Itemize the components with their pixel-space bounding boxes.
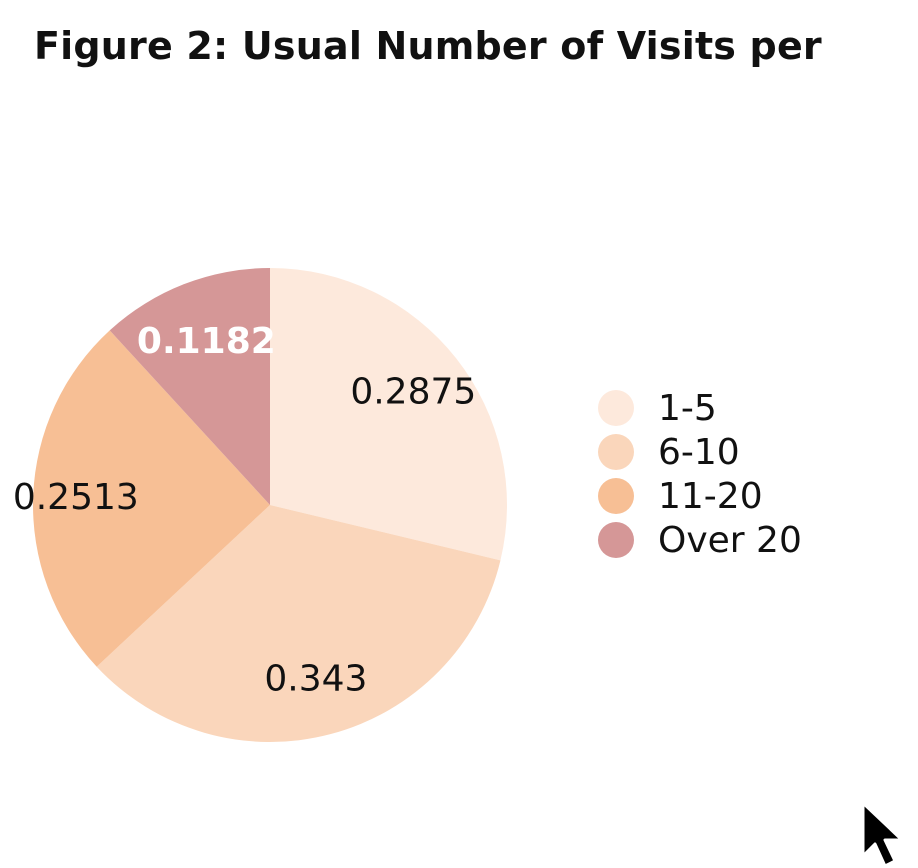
- data-label-1-5: 0.2875: [350, 372, 476, 413]
- legend-label: 6-10: [658, 431, 740, 473]
- chart-title: Figure 2: Usual Number of Visits per: [34, 24, 822, 68]
- data-label-11-20: 0.2513: [13, 477, 139, 518]
- pie-slice-1-5: [270, 268, 507, 561]
- legend-label: 1-5: [658, 387, 717, 429]
- pie-slice-6-10: [96, 505, 501, 742]
- legend-item-1-5: 1-5: [598, 386, 802, 430]
- legend-item-6-10: 6-10: [598, 430, 802, 474]
- legend-label: 11-20: [658, 475, 763, 517]
- data-label-6-10: 0.343: [264, 659, 367, 700]
- legend-swatch: [598, 522, 634, 558]
- pie-slice-11-20: [32, 330, 270, 667]
- legend-swatch: [598, 478, 634, 514]
- data-label-over-20: 0.1182: [137, 321, 276, 362]
- mouse-pointer-icon: [861, 801, 904, 868]
- pie-slice-over-20: [109, 268, 271, 505]
- legend-swatch: [598, 434, 634, 470]
- legend-label: Over 20: [658, 519, 802, 561]
- chart-legend: 1-5 6-10 11-20 Over 20: [598, 386, 802, 562]
- legend-swatch: [598, 390, 634, 426]
- legend-item-11-20: 11-20: [598, 474, 802, 518]
- legend-item-over-20: Over 20: [598, 518, 802, 562]
